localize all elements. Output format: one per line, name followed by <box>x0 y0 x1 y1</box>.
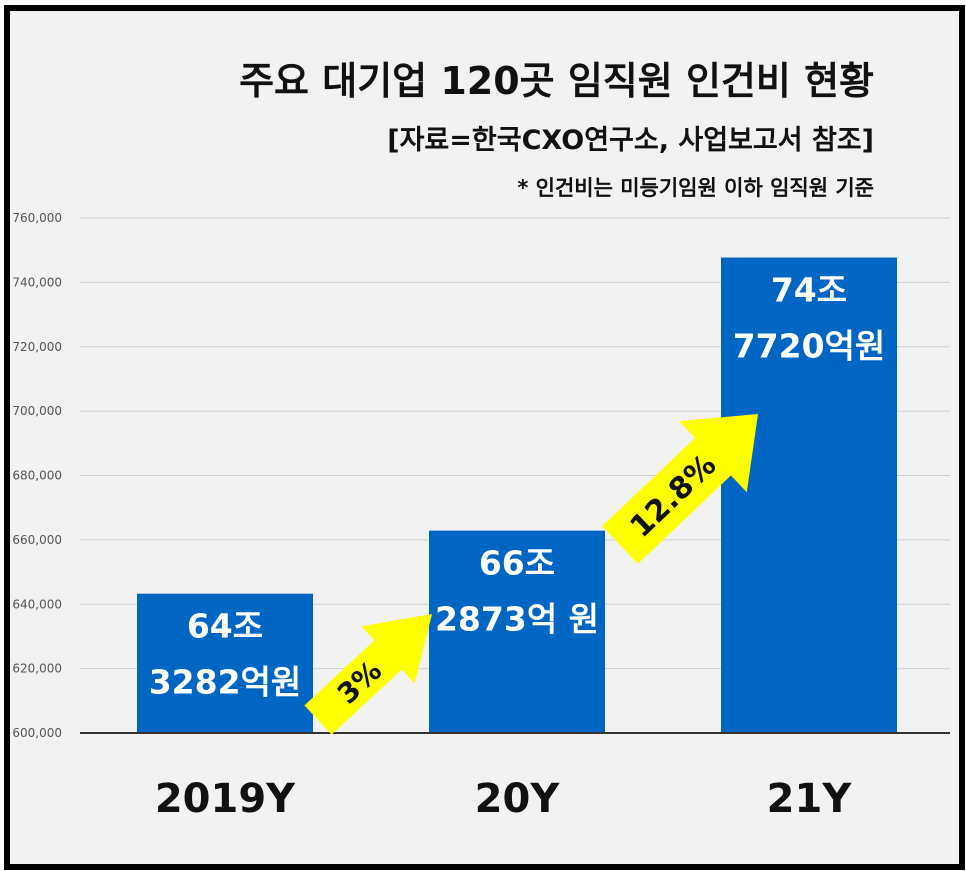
y-tick-label: 640,000 <box>12 597 62 611</box>
y-tick-label: 600,000 <box>12 726 62 740</box>
chart-subtitle: [자료=한국CXO연구소, 사업보고서 참조] <box>387 125 874 156</box>
y-tick-label: 740,000 <box>12 275 62 289</box>
x-tick-label: 20Y <box>475 776 561 822</box>
y-tick-label: 620,000 <box>12 662 62 676</box>
bars <box>137 257 897 733</box>
bar <box>721 257 897 733</box>
y-axis-ticks: 600,000 620,000 640,000 660,000 680,000 700,0… <box>12 211 62 740</box>
value-labels: 64조 3282억원 66조 2873억 원 74조 7720억원 <box>149 271 886 702</box>
y-tick-label: 720,000 <box>12 340 62 354</box>
bar-value-label: 2873억 원 <box>435 600 599 639</box>
arrow-shape <box>602 414 758 564</box>
bar-value-label: 3282억원 <box>149 663 302 702</box>
y-tick-label: 680,000 <box>12 469 62 483</box>
arrow-shape <box>304 614 432 735</box>
x-tick-label: 2019Y <box>155 776 296 822</box>
bar-value-label: 7720억원 <box>733 327 886 366</box>
bar <box>429 530 605 733</box>
bar-value-label: 64조 <box>187 607 263 646</box>
bar-value-label: 66조 <box>479 544 555 583</box>
bar <box>137 593 313 733</box>
chart-footnote: * 인건비는 미등기임원 이하 임직원 기준 <box>517 176 874 200</box>
y-tick-label: 700,000 <box>12 404 62 418</box>
y-tick-label: 760,000 <box>12 211 62 225</box>
y-tick-label: 660,000 <box>12 533 62 547</box>
chart-title: 주요 대기업 120곳 임직원 인건비 현황 <box>239 59 874 103</box>
x-tick-label: 21Y <box>767 776 853 822</box>
x-axis-labels: 2019Y 20Y 21Y <box>155 776 852 822</box>
bar-value-label: 74조 <box>771 271 847 310</box>
